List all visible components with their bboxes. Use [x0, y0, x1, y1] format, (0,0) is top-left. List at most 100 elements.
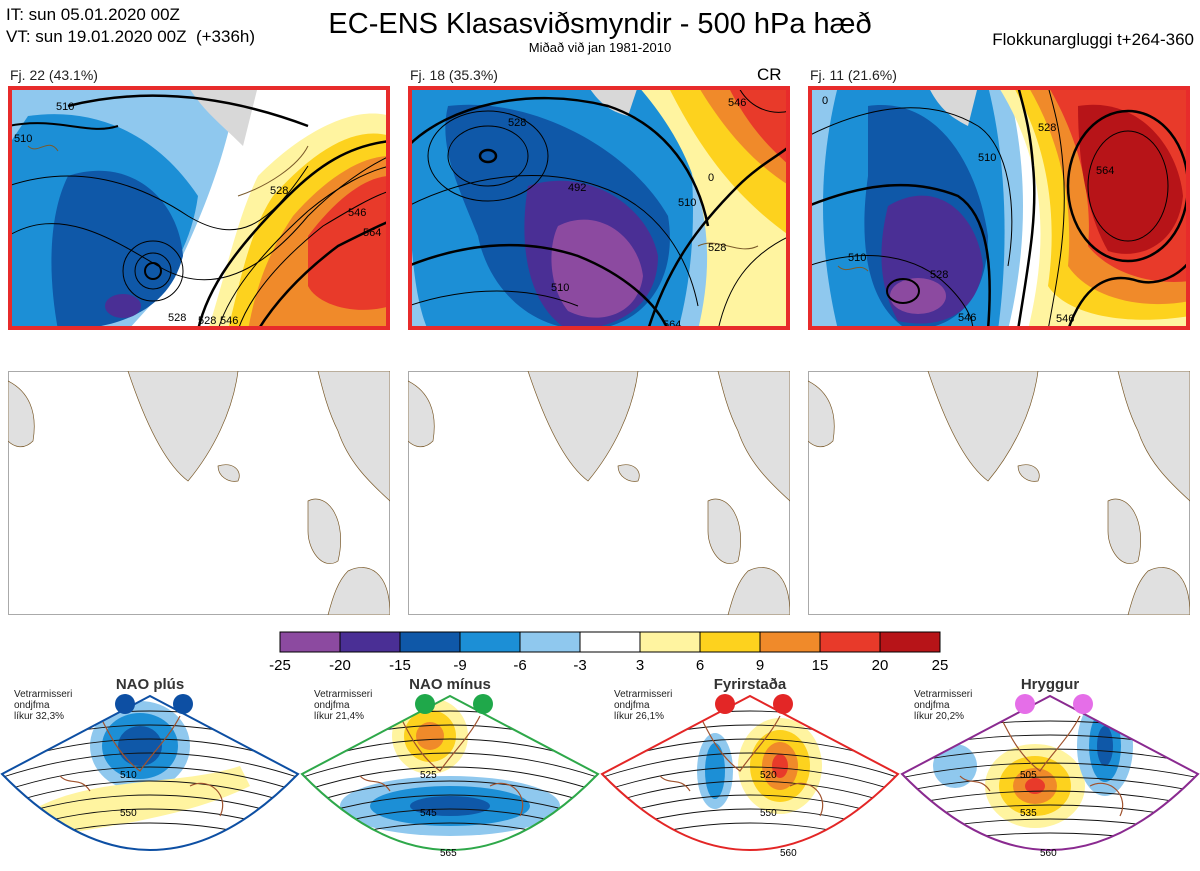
regime-name: NAO mínus	[409, 676, 491, 693]
regime-contour-label: 525	[420, 770, 437, 781]
contour-label: 546	[958, 312, 976, 324]
regime-name: Hryggur	[1020, 676, 1080, 693]
regime-marker-dot	[173, 694, 193, 714]
cluster-cr-tag: CR	[757, 65, 782, 84]
regime-description-line: ondjfma	[314, 700, 350, 711]
legend-tick-label: 20	[872, 657, 889, 674]
contour-label: 528	[168, 312, 186, 324]
regime-marker-dot	[415, 694, 435, 714]
regime-outline	[600, 694, 900, 851]
legend-tick-label: -6	[513, 657, 526, 674]
regime-description-line: Vetrarmisseri	[614, 689, 673, 700]
basemap-3	[808, 371, 1190, 615]
contour-label: 564	[1096, 165, 1114, 177]
cluster-map-1: 510 528 546 564 528 546 510 528	[8, 86, 390, 330]
regime-description-line: ondjfma	[14, 700, 50, 711]
regime-marker-dot	[115, 694, 135, 714]
regime-contour-label: 505	[1020, 770, 1037, 781]
regime-name: NAO plús	[115, 676, 185, 693]
legend-tick-label: 15	[812, 657, 829, 674]
page-subtitle: Miðað við jan 1981-2010	[528, 40, 672, 55]
contour-label: 0	[708, 172, 714, 184]
contour-label: 510	[848, 252, 866, 264]
contour-label: 528	[708, 242, 726, 254]
cluster-map-3: 510 528 546 564 510 528 546 0	[808, 86, 1190, 330]
regime-description-line: Vetrarmisseri	[14, 689, 73, 700]
legend-swatch	[759, 631, 821, 653]
legend-tick-label: -25	[269, 657, 291, 674]
regime-description-line: líkur 20,2%	[914, 711, 965, 722]
regime-marker-dot	[1015, 694, 1035, 714]
legend-swatch	[819, 631, 881, 653]
cluster-label-2: Fj. 18 (35.3%)	[410, 67, 498, 83]
legend-tick-label: 3	[636, 657, 644, 674]
contour-label: 510	[978, 152, 996, 164]
basemap-1	[8, 371, 390, 615]
legend-tick-label: 25	[932, 657, 949, 674]
regime-map: 510 550	[0, 694, 300, 851]
legend-tick-label: -20	[329, 657, 351, 674]
cluster-label-1: Fj. 22 (43.1%)	[10, 67, 98, 83]
regime-description-line: Vetrarmisseri	[914, 689, 973, 700]
regime-map: 505 535 560	[900, 694, 1200, 859]
regime-description-line: líkur 32,3%	[14, 711, 65, 722]
legend-swatch	[459, 631, 521, 653]
cluster-window: Flokkunargluggi t+264-360	[992, 30, 1194, 49]
contour-label: 564	[363, 227, 381, 239]
legend-swatch	[279, 631, 341, 653]
regime-contour-label: 520	[760, 770, 777, 781]
contour-label: 546	[728, 97, 746, 109]
cluster-label-3: Fj. 11 (21.6%)	[810, 67, 897, 83]
legend-swatch	[339, 631, 401, 653]
contour-label: 546	[1056, 313, 1074, 325]
regime-contour-label: 545	[420, 808, 437, 819]
legend-swatch	[879, 631, 941, 653]
regime-map: 520 550 560	[600, 694, 900, 859]
regime-description: Vetrarmisseri ondjfma líkur 20,2%	[914, 689, 972, 722]
regime-description: Vetrarmisseri ondjfma líkur 21,4%	[314, 689, 372, 722]
initial-time: IT: sun 05.01.2020 00Z	[6, 5, 180, 24]
regime-contour-label: 560	[780, 848, 797, 859]
contour-label: 546	[348, 207, 366, 219]
contour-label: 546	[220, 315, 238, 327]
regime-name: Fyrirstaða	[713, 676, 787, 693]
basemap-2	[408, 371, 790, 615]
regime-panel: 525 545 565 NAO mínus Vetrarmisseri ondjfma lí…	[300, 676, 600, 871]
regime-description-line: ondjfma	[614, 700, 650, 711]
valid-time: VT: sun 19.01.2020 00Z (+336h)	[6, 27, 256, 46]
legend-tick-label: -9	[453, 657, 466, 674]
contour-label: 0	[822, 95, 828, 107]
regime-panel: 510 550 NAO plús Vetrarmisseri ondjfma líkur …	[0, 676, 300, 871]
legend-swatch	[399, 631, 461, 653]
legend-tick-label: -15	[389, 657, 411, 674]
regime-description-line: líkur 26,1%	[614, 711, 665, 722]
contour-label: 528	[270, 185, 288, 197]
contour-label: 510	[14, 133, 32, 145]
regime-description: Vetrarmisseri ondjfma líkur 26,1%	[614, 689, 672, 722]
legend-swatch	[699, 631, 761, 653]
regime-description-line: líkur 21,4%	[314, 711, 365, 722]
contour-label: 528	[508, 117, 526, 129]
regime-outline	[900, 694, 1200, 851]
cluster-map-2: 510 492 528 546 510 528 564 0	[408, 86, 790, 330]
regime-map: 525 545 565	[300, 694, 600, 859]
regime-outline	[300, 694, 600, 851]
contour-label: 510	[678, 197, 696, 209]
contour-label: 528	[930, 269, 948, 281]
contour-label: 510	[56, 101, 74, 113]
header-times: IT: sun 05.01.2020 00Z VT: sun 19.01.2020…	[6, 4, 255, 48]
regime-description-line: ondjfma	[914, 700, 950, 711]
color-legend: -25 -20 -15 -9 -6 -3 3 6 9 15 20 25	[269, 631, 949, 674]
regime-contour-label: 560	[1040, 848, 1057, 859]
regime-marker-dot	[1073, 694, 1093, 714]
regime-description-line: Vetrarmisseri	[314, 689, 373, 700]
contour-label: 510	[551, 282, 569, 294]
legend-swatch	[579, 631, 641, 653]
regime-contour-label: 535	[1020, 808, 1037, 819]
regime-marker-dot	[773, 694, 793, 714]
regime-contour-label: 550	[120, 808, 137, 819]
regime-contour-label: 565	[440, 848, 457, 859]
regime-contour-label: 550	[760, 808, 777, 819]
regime-panel: 505 535 560 Hryggur Vetrarmisseri ondjfma líku…	[900, 676, 1200, 871]
page-title: EC-ENS Klasasviðsmyndir - 500 hPa hæð	[328, 8, 872, 40]
